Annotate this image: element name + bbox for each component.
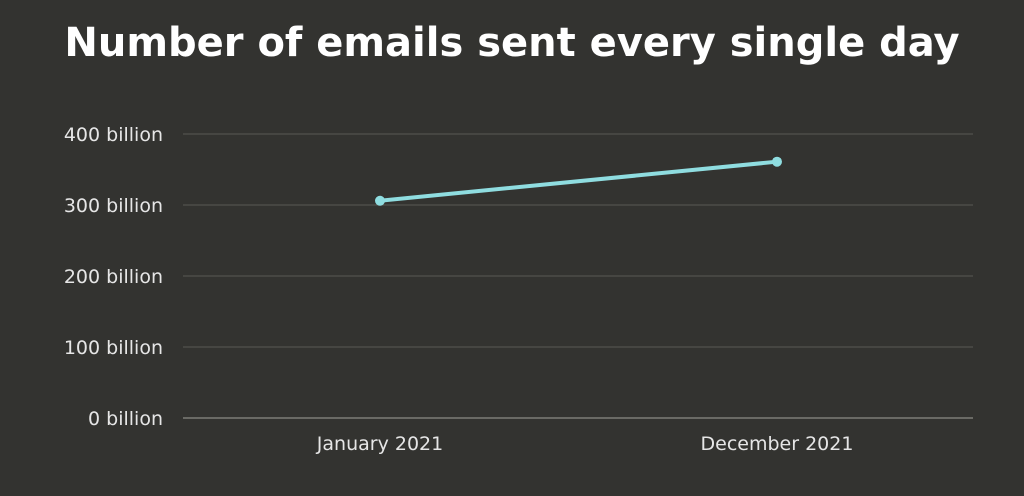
- series-line: [378, 159, 779, 203]
- y-tick-label: 200 billion: [64, 266, 163, 288]
- data-point: [772, 156, 782, 167]
- data-point: [375, 195, 385, 206]
- x-tick-label: December 2021: [701, 433, 854, 455]
- y-tick-label: 400 billion: [64, 124, 163, 146]
- y-tick-label: 0 billion: [88, 408, 163, 430]
- y-tick-label: 300 billion: [64, 195, 163, 217]
- x-tick-label: January 2021: [316, 433, 443, 455]
- chart-title: Number of emails sent every single day: [64, 20, 960, 66]
- y-tick-label: 100 billion: [64, 337, 163, 359]
